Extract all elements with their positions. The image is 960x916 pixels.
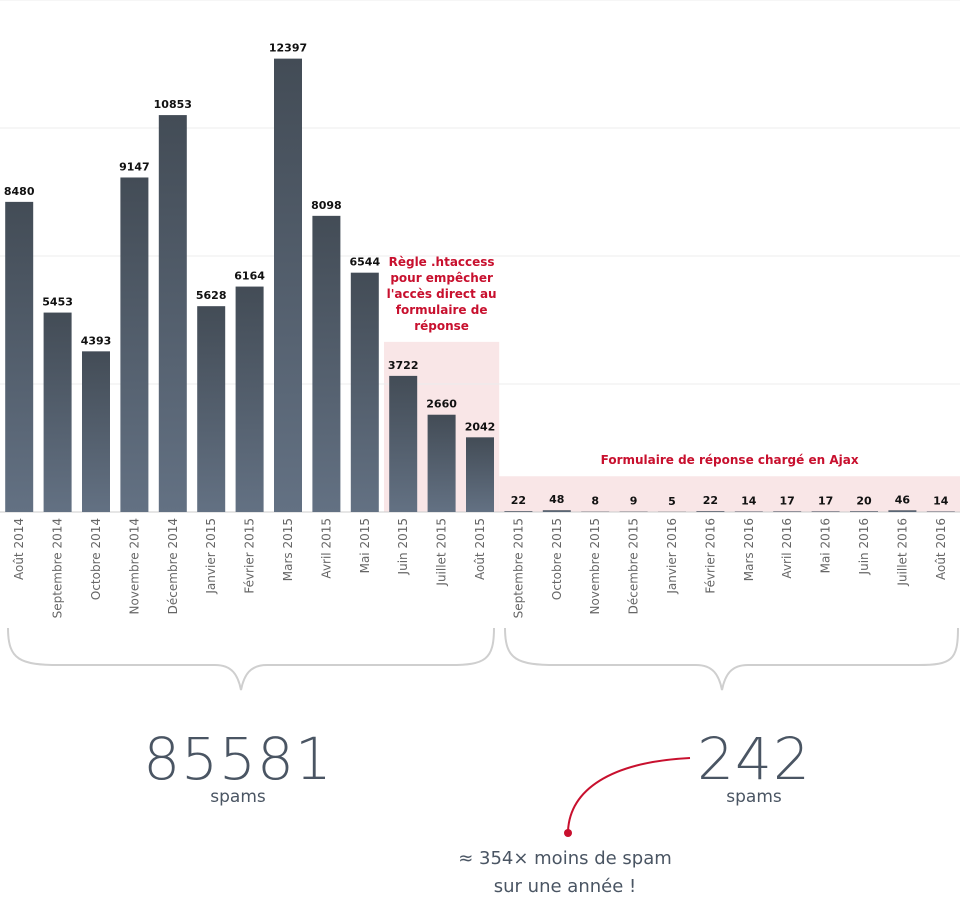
value-label: 17 xyxy=(780,494,795,507)
x-tick-label: Octobre 2014 xyxy=(89,518,103,600)
value-label: 17 xyxy=(818,494,833,507)
x-tick-label: Avril 2016 xyxy=(780,518,794,579)
x-tick-label: Août 2014 xyxy=(12,518,26,580)
x-tick-label: Juillet 2016 xyxy=(895,518,909,587)
value-label: 22 xyxy=(703,494,718,507)
x-tick-label: Mai 2015 xyxy=(358,518,372,573)
value-label: 14 xyxy=(933,494,949,507)
bar xyxy=(197,306,226,512)
bar xyxy=(5,201,34,513)
bar xyxy=(466,437,494,512)
bar xyxy=(504,511,533,512)
x-tick-label: Octobre 2015 xyxy=(550,518,564,600)
value-label: 4393 xyxy=(81,334,112,347)
value-label: 46 xyxy=(895,493,911,506)
x-tick-label: Janvier 2015 xyxy=(204,518,218,595)
connector xyxy=(567,757,691,832)
comparison-line: sur une année ! xyxy=(493,876,637,897)
bar xyxy=(82,351,110,512)
x-tick-label: Juin 2015 xyxy=(396,518,410,575)
bar xyxy=(158,115,187,513)
bar xyxy=(274,58,302,513)
bar xyxy=(773,511,802,512)
highlight-region xyxy=(499,476,960,512)
x-tick-label: Novembre 2014 xyxy=(127,518,141,615)
brace xyxy=(7,627,495,691)
value-label: 12397 xyxy=(269,42,307,55)
x-tick-label: Décembre 2014 xyxy=(166,518,180,614)
x-tick-label: Avril 2015 xyxy=(319,518,333,579)
bar xyxy=(542,510,571,512)
value-label: 48 xyxy=(549,493,564,506)
value-label: 3722 xyxy=(388,359,419,372)
value-label: 9147 xyxy=(119,160,150,173)
value-label: 10853 xyxy=(154,98,192,111)
x-tick-label: Février 2016 xyxy=(703,518,717,594)
value-label: 8 xyxy=(591,495,599,508)
value-label: 8480 xyxy=(4,185,35,198)
bar xyxy=(350,272,379,512)
annotation: Formulaire de réponse chargé en Ajax xyxy=(600,453,859,468)
value-label: 9 xyxy=(630,495,638,508)
value-label: 20 xyxy=(856,494,872,507)
total-unit: spams xyxy=(210,787,266,807)
bar xyxy=(850,511,878,512)
annotation: Règle .htaccess pour empêcher l'accès di… xyxy=(386,254,497,333)
bar xyxy=(811,511,840,512)
x-tick-label: Janvier 2016 xyxy=(665,518,679,595)
bar xyxy=(43,312,72,512)
x-tick-label: Juin 2016 xyxy=(857,518,871,575)
total: 85581 spams xyxy=(118,730,358,806)
value-label: 8098 xyxy=(311,199,342,212)
x-tick-label: Septembre 2014 xyxy=(51,518,65,618)
comparison-line: ≈ 354× moins de spam xyxy=(458,848,672,869)
x-tick-label: Novembre 2015 xyxy=(588,518,602,615)
x-tick-label: Décembre 2015 xyxy=(627,518,641,614)
brace xyxy=(504,627,959,691)
value-label: 5628 xyxy=(196,289,227,302)
x-tick-label: Juillet 2015 xyxy=(435,518,449,587)
total: 242 spams xyxy=(654,730,854,806)
value-label: 14 xyxy=(741,494,757,507)
x-tick-label: Août 2015 xyxy=(473,518,487,580)
total-value: 242 xyxy=(697,725,811,793)
bar xyxy=(696,511,725,512)
bar xyxy=(926,511,955,512)
bar xyxy=(427,414,456,512)
x-tick-label: Février 2015 xyxy=(243,518,257,594)
x-tick-label: Mars 2016 xyxy=(742,518,756,581)
connector-dot xyxy=(564,829,572,837)
x-tick-label: Août 2016 xyxy=(934,518,948,580)
value-label: 22 xyxy=(511,494,526,507)
comparison: ≈ 354× moins de spam sur une année ! xyxy=(440,845,690,901)
value-label: 6544 xyxy=(349,256,380,269)
value-label: 6164 xyxy=(234,270,265,283)
value-label: 5453 xyxy=(42,296,73,309)
bar xyxy=(120,177,149,512)
bar xyxy=(312,215,341,512)
bar xyxy=(389,375,418,512)
value-label: 5 xyxy=(668,495,676,508)
bar xyxy=(734,511,763,512)
x-tick-label: Septembre 2015 xyxy=(511,518,525,618)
bar xyxy=(888,510,917,512)
total-value: 85581 xyxy=(143,725,333,793)
bar xyxy=(235,286,264,512)
x-tick-label: Mars 2015 xyxy=(281,518,295,581)
value-label: 2042 xyxy=(465,420,496,433)
x-tick-label: Mai 2016 xyxy=(819,518,833,573)
total-unit: spams xyxy=(726,787,782,807)
value-label: 2660 xyxy=(426,398,457,411)
